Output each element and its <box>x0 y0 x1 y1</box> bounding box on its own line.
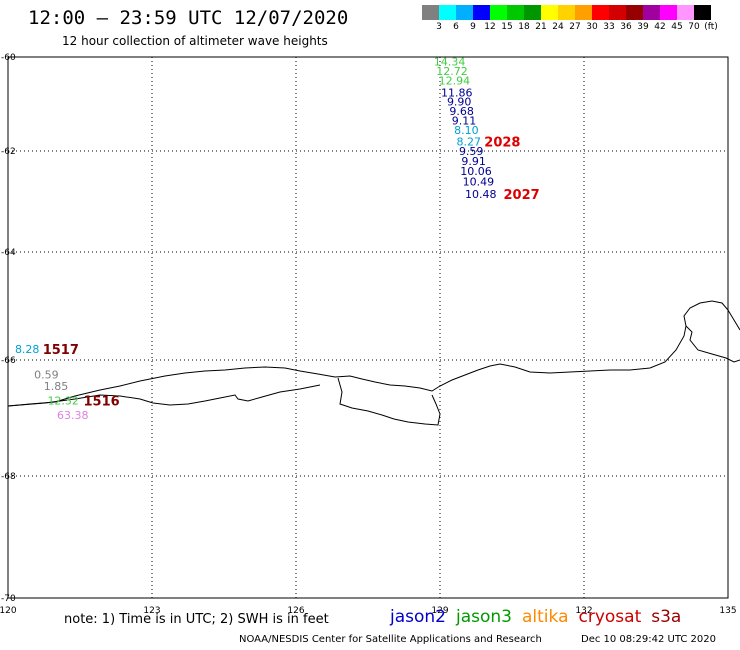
lon-tick-label: 126 <box>287 606 304 616</box>
lon-tick-label: 123 <box>143 606 160 616</box>
antarctic-coastline <box>7 300 740 407</box>
lon-tick-label: 135 <box>719 606 736 616</box>
wave-height-label: 12.72 <box>436 65 468 78</box>
colorbar-label: 24 <box>552 22 564 32</box>
satellite-altika: altika <box>522 607 569 627</box>
colorbar-label: 12 <box>484 22 496 32</box>
colorbar-label: 18 <box>518 22 530 32</box>
satellite-jason2: jason2 <box>390 607 446 627</box>
pass-time-label: 1517 <box>43 343 79 358</box>
colorbar-swatch <box>677 5 694 20</box>
pass-time-labels: 2028 2027 1517 1516 <box>43 136 540 410</box>
wave-height-label: 9.59 <box>459 145 484 158</box>
colorbar-label: 27 <box>569 22 581 32</box>
colorbar-label: 42 <box>654 22 666 32</box>
wave-height-label: 10.48 <box>465 188 497 201</box>
wave-height-label: 9.68 <box>449 105 474 118</box>
colorbar-swatch <box>456 5 473 20</box>
colorbar-label: 21 <box>535 22 547 32</box>
wave-height-label: 11.86 <box>441 86 473 99</box>
wave-height-label: 12.32 <box>47 395 79 408</box>
lon-tick-label: 120 <box>0 606 17 616</box>
satellite-jason3: jason3 <box>456 607 512 627</box>
colorbar-label: (ft) <box>704 22 718 32</box>
colorbar-label: 6 <box>453 22 459 32</box>
colorbar-label: 3 <box>436 22 442 32</box>
colorbar-label: 70 <box>688 22 700 32</box>
colorbar-swatch <box>626 5 643 20</box>
lon-tick-label: 129 <box>431 606 448 616</box>
coastline-headland <box>685 325 740 363</box>
colorbar-swatch <box>592 5 609 20</box>
colorbar-swatch <box>422 5 439 20</box>
wave-height-label: 10.49 <box>463 175 495 188</box>
colorbar-swatch <box>575 5 592 20</box>
colorbar-swatch <box>643 5 660 20</box>
colorbar-swatch <box>609 5 626 20</box>
colorbar-swatch <box>507 5 524 20</box>
colorbar-swatch <box>473 5 490 20</box>
wave-height-label: 1.85 <box>44 380 69 393</box>
wave-height-label: 9.91 <box>461 155 486 168</box>
colorbar-label: 45 <box>671 22 683 32</box>
colorbar-swatch <box>541 5 558 20</box>
satellite-cryosat: cryosat <box>578 607 642 627</box>
map-title: 12:00 – 23:59 UTC 12/07/2020 <box>28 7 349 29</box>
colorbar-label: 9 <box>470 22 476 32</box>
wave-height-label: 10.06 <box>460 165 492 178</box>
lon-tick-label: 132 <box>575 606 592 616</box>
colorbar-swatch <box>694 5 711 20</box>
colorbar-label: 15 <box>501 22 513 32</box>
satellite-s3a: s3a <box>651 607 682 627</box>
wave-height-label: 63.38 <box>57 409 89 422</box>
wave-height-label: 14.34 <box>434 56 466 69</box>
wave-height-colorbar <box>422 5 711 20</box>
lat-tick-label: -70 <box>1 594 16 604</box>
wave-height-label: 9.90 <box>447 96 472 109</box>
generation-timestamp: Dec 10 08:29:42 UTC 2020 <box>581 634 716 645</box>
map-frame <box>7 56 729 599</box>
colorbar-swatch <box>660 5 677 20</box>
pass-time-label: 2028 <box>484 136 520 151</box>
colorbar-swatch <box>439 5 456 20</box>
wave-height-label: 8.28 <box>15 343 40 356</box>
footnote: note: 1) Time is in UTC; 2) SWH is in fe… <box>64 612 329 627</box>
wave-height-label: 8.27 <box>457 136 482 149</box>
coastline-bay-2 <box>337 377 441 426</box>
credit-line: NOAA/NESDIS Center for Satellite Applica… <box>239 634 542 645</box>
map-subtitle: 12 hour collection of altimeter wave hei… <box>62 34 328 48</box>
wave-height-label: 12.94 <box>439 75 471 88</box>
observation-labels: 14.3412.7212.9411.869.909.689.118.108.27… <box>15 56 497 422</box>
colorbar-label: 36 <box>620 22 632 32</box>
colorbar-swatch <box>490 5 507 20</box>
wave-height-label: 0.59 <box>34 369 59 382</box>
colorbar-label: 39 <box>637 22 649 32</box>
wave-height-label: 9.11 <box>452 114 477 127</box>
colorbar-swatch <box>524 5 541 20</box>
graticule: 120 123 126 129 132 135-60-62-64-66-68-70 <box>0 53 737 616</box>
colorbar-swatch <box>558 5 575 20</box>
coastline-bay-1 <box>7 384 321 407</box>
colorbar-label: 33 <box>603 22 615 32</box>
satellite-legend: jason2 jason3 altika cryosat s3a <box>390 607 691 627</box>
wave-height-label: 8.10 <box>454 124 479 137</box>
colorbar-label: 30 <box>586 22 598 32</box>
pass-time-label: 1516 <box>84 395 120 410</box>
pass-time-label: 2027 <box>504 188 540 203</box>
